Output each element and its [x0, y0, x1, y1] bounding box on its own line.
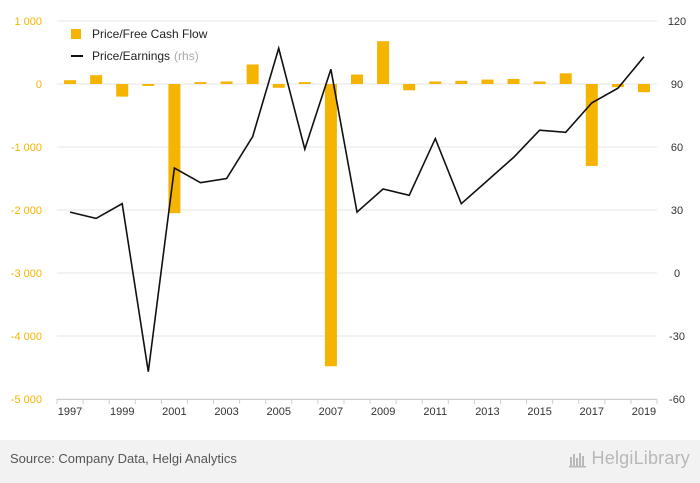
- bar: [481, 79, 494, 84]
- bar: [507, 78, 520, 84]
- bar: [611, 84, 624, 88]
- bar-series-price-free-cash-flow: [64, 41, 650, 367]
- legend: Price/Free Cash Flow Price/Earnings (rhs): [71, 27, 208, 63]
- legend-label-line-suffix: (rhs): [174, 49, 199, 63]
- bar: [585, 84, 598, 166]
- bar: [90, 75, 103, 84]
- bar: [298, 82, 311, 84]
- x-axis-tick-label: 2011: [423, 406, 447, 418]
- x-axis-tick-label: 2013: [475, 406, 499, 418]
- x-axis-tick-label: 2017: [580, 406, 604, 418]
- bar: [272, 84, 285, 88]
- left-axis-tick-label: -1 000: [11, 142, 42, 154]
- bar: [116, 84, 129, 97]
- legend-label-line: Price/Earnings (rhs): [92, 49, 199, 63]
- left-axis-tick-label: -4 000: [11, 331, 42, 343]
- bar: [559, 73, 572, 84]
- bar: [533, 81, 546, 84]
- x-axis: 1997 1999 2001 2003 2005 2007 2009 2011 2013 2015…: [56, 399, 658, 418]
- bar: [351, 74, 363, 84]
- left-axis-tick-label: -2 000: [11, 205, 42, 217]
- bar: [194, 82, 207, 84]
- right-axis-tick-label: 30: [671, 205, 683, 217]
- right-axis-tick-label: -30: [669, 331, 685, 343]
- right-axis-tick-label: -60: [669, 394, 685, 406]
- left-axis-tick-label: -5 000: [11, 394, 42, 406]
- bar: [429, 81, 442, 84]
- x-axis-tick-label: 1997: [58, 406, 82, 418]
- brand-logo: HelgiLibrary: [568, 448, 690, 469]
- chart-svg: 1 000 0 -1 000 -2 000 -3 000 -4 000 -5 000 120…: [11, 16, 686, 418]
- right-axis-tick-label: 0: [674, 268, 680, 280]
- x-axis-tick-label: 2001: [162, 406, 186, 418]
- line-series-price-earnings: [69, 45, 645, 372]
- left-axis-tick-label: 1 000: [14, 16, 42, 28]
- library-books-icon: [568, 452, 586, 467]
- bar: [142, 84, 155, 86]
- source-note: Source: Company Data, Helgi Analytics: [10, 451, 237, 466]
- bar: [403, 84, 416, 91]
- line-path: [69, 45, 645, 372]
- x-axis-tick-label: 2009: [371, 406, 395, 418]
- bar: [220, 81, 233, 84]
- bar: [246, 64, 259, 84]
- x-axis-tick-label: 2003: [214, 406, 238, 418]
- legend-swatch-bar: [71, 29, 81, 39]
- bar: [64, 80, 77, 84]
- left-axis-tick-label: 0: [36, 79, 42, 91]
- brand-name: HelgiLibrary: [591, 448, 690, 468]
- legend-label-bar: Price/Free Cash Flow: [92, 27, 208, 41]
- footer: Source: Company Data, Helgi Analytics He…: [0, 440, 700, 483]
- x-axis-tick-label: 2019: [632, 406, 656, 418]
- right-axis: 120 90 60 30 0 -30 -60: [668, 16, 686, 406]
- x-axis-tick-label: 2007: [319, 406, 343, 418]
- x-axis-tick-label: 2005: [266, 406, 290, 418]
- left-axis: 1 000 0 -1 000 -2 000 -3 000 -4 000 -5 000: [11, 16, 42, 406]
- left-axis-tick-label: -3 000: [11, 268, 42, 280]
- bar: [324, 84, 337, 367]
- x-axis-tick-label: 1999: [110, 406, 134, 418]
- right-axis-tick-label: 90: [671, 79, 683, 91]
- bar: [455, 80, 468, 84]
- right-axis-tick-label: 60: [671, 142, 683, 154]
- legend-label-line-name: Price/Earnings: [92, 49, 170, 63]
- bar: [637, 84, 650, 93]
- bar: [377, 41, 390, 84]
- right-axis-tick-label: 120: [668, 16, 686, 28]
- x-axis-tick-label: 2015: [527, 406, 551, 418]
- bar: [168, 84, 181, 214]
